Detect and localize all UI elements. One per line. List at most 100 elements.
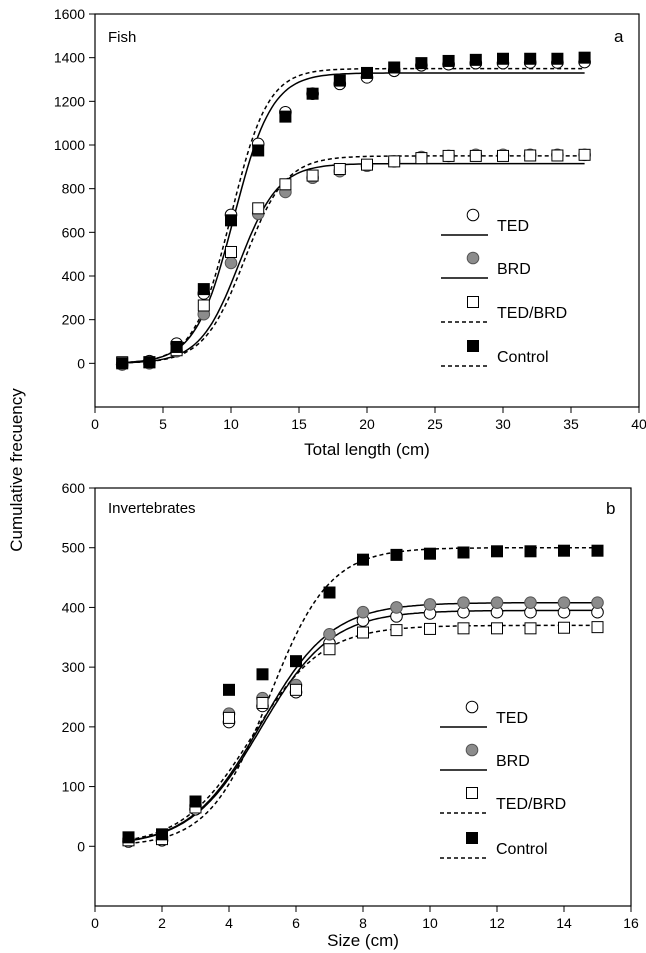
panel-a-point-control [469,53,482,66]
panel-a-x-axis-label: Total length (cm) [304,440,430,459]
panel-b-plot-frame [94,487,632,907]
panel-a-point-ted-brd [361,158,373,171]
panel-b-x-tick-label: 8 [359,915,367,931]
panel-b-point-ted-brd [357,626,369,639]
panel-b-legend-label-ted-brd: TED/BRD [496,796,566,813]
panel-a-y-tick-label: 1200 [54,93,85,109]
panel-b-point-control [591,544,604,557]
panel-b-point-control [290,655,302,668]
panel-a-point-control [333,74,346,87]
panel-a-legend-marker-control [467,340,479,352]
panel-b-point-control [256,668,269,681]
panel-b-y-ticks: 0 100 200 300 400 500 600 [62,480,95,854]
panel-b-x-tick-label: 0 [91,915,99,931]
panel-a-fit-curve-brd [122,162,585,364]
panel-a-point-ted-brd [497,149,509,162]
panel-b-y-tick-label: 0 [77,838,85,854]
panel-b-y-tick-label: 400 [62,599,86,615]
panel-a-point-control [497,52,509,65]
panel-b-x-tick-label: 14 [556,915,572,931]
panel-b-x-tick-label: 16 [623,915,639,931]
panel-a-point-control [551,52,564,65]
panel-b-point-control [424,547,436,560]
panel-b-point-brd [323,628,336,641]
panel-a-point-control [442,54,455,67]
panel-b-title: Invertebrates [108,500,196,517]
panel-a-point-control [252,144,265,157]
panel-b: Invertebrates b Size (cm) 0 2 4 6 8 10 12 14 16 … [62,480,639,950]
panel-a-point-ted-brd [306,169,319,182]
panel-b-y-tick-label: 100 [62,779,86,795]
panel-a-curves [122,67,585,364]
panel-a-point-ted-brd [469,149,482,162]
panel-a-point-ted-brd [578,148,591,161]
panel-a-point-control [306,87,319,100]
panel-a-fit-curve-ted [122,72,585,364]
panel-a-x-tick-label: 5 [159,416,167,432]
panel-b-point-ted-brd [591,621,604,634]
panel-b-x-axis-label: Size (cm) [327,931,399,950]
panel-b-point-control [357,553,369,566]
panel-b-point-control [156,828,168,841]
panel-a-point-ted-brd [415,152,428,165]
panel-a-point-control [197,283,210,296]
panel-b-point-ted-brd [424,622,436,635]
panel-b-point-control [189,795,202,808]
panel-a-x-tick-label: 40 [631,416,646,432]
panel-b-point-ted-brd [491,622,503,635]
panel-a-y-tick-label: 600 [62,224,86,240]
panel-b-point-brd [356,605,370,619]
panel-a-point-ted-brd [388,155,401,168]
panel-a-legend-marker-ted-brd [467,296,479,308]
panel-b-legend: TED BRD TED/BRD Control [440,700,566,859]
panel-a-x-tick-label: 15 [291,416,307,432]
panel-a-legend-marker-ted [466,208,480,222]
panel-a-point-control [143,356,156,369]
panel-b-y-tick-label: 200 [62,719,86,735]
panel-b-point-control [491,545,503,558]
panel-a-point-control [415,57,428,70]
panel-b-x-tick-label: 4 [225,915,233,931]
panel-a-legend-label-ted: TED [497,218,529,235]
panel-b-point-control [558,544,570,557]
panel-b-points [122,544,604,848]
panel-b-point-ted-brd [390,624,403,637]
panel-a-title: Fish [108,29,136,46]
panel-a-y-tick-label: 400 [62,268,86,284]
panel-a-point-ted-brd [225,245,237,258]
panel-a-point-ted-brd [279,178,292,191]
panel-a-x-tick-label: 10 [223,416,239,432]
panel-a-point-ted-brd [524,149,537,162]
panel-b-legend-label-ted: TED [496,710,528,727]
panel-a-point-ted-brd [551,149,564,162]
panel-a-point-ted-brd [252,202,265,215]
panel-b-x-ticks: 0 2 4 6 8 10 12 14 16 [91,906,639,931]
panel-b-point-control [390,548,403,561]
panel-b-point-brd [490,596,504,609]
panel-a-point-ted-brd [442,149,455,162]
panel-a-y-tick-label: 1000 [54,137,85,153]
panel-b-x-tick-label: 6 [292,915,300,931]
panel-b-point-ted-brd [457,622,470,635]
panel-a-x-tick-label: 25 [427,416,443,432]
panel-b-legend-marker-ted [465,700,479,714]
panel-a-x-tick-label: 35 [563,416,579,432]
panel-a-points [115,51,591,371]
panel-a-legend-label-brd: BRD [497,261,531,278]
panel-b-legend-label-brd: BRD [496,753,530,770]
panel-b-point-control [457,546,470,559]
panel-a-legend-label-control: Control [497,349,549,366]
panel-a-legend-label-ted-brd: TED/BRD [497,305,567,322]
panel-b-point-brd [557,596,571,609]
panel-b-x-tick-label: 10 [422,915,438,931]
panel-a-point-control [388,61,401,74]
panel-b-point-ted-brd [524,622,537,635]
panel-a-point-control [361,66,373,79]
panel-a-point-control [578,51,591,64]
panel-a-point-control [225,214,237,227]
panel-a-x-tick-label: 30 [495,416,511,432]
panel-b-point-brd [591,596,604,609]
panel-b-point-brd [457,596,470,609]
shared-y-axis-label: Cumulative frecuency [7,388,26,552]
panel-b-y-tick-label: 300 [62,659,86,675]
